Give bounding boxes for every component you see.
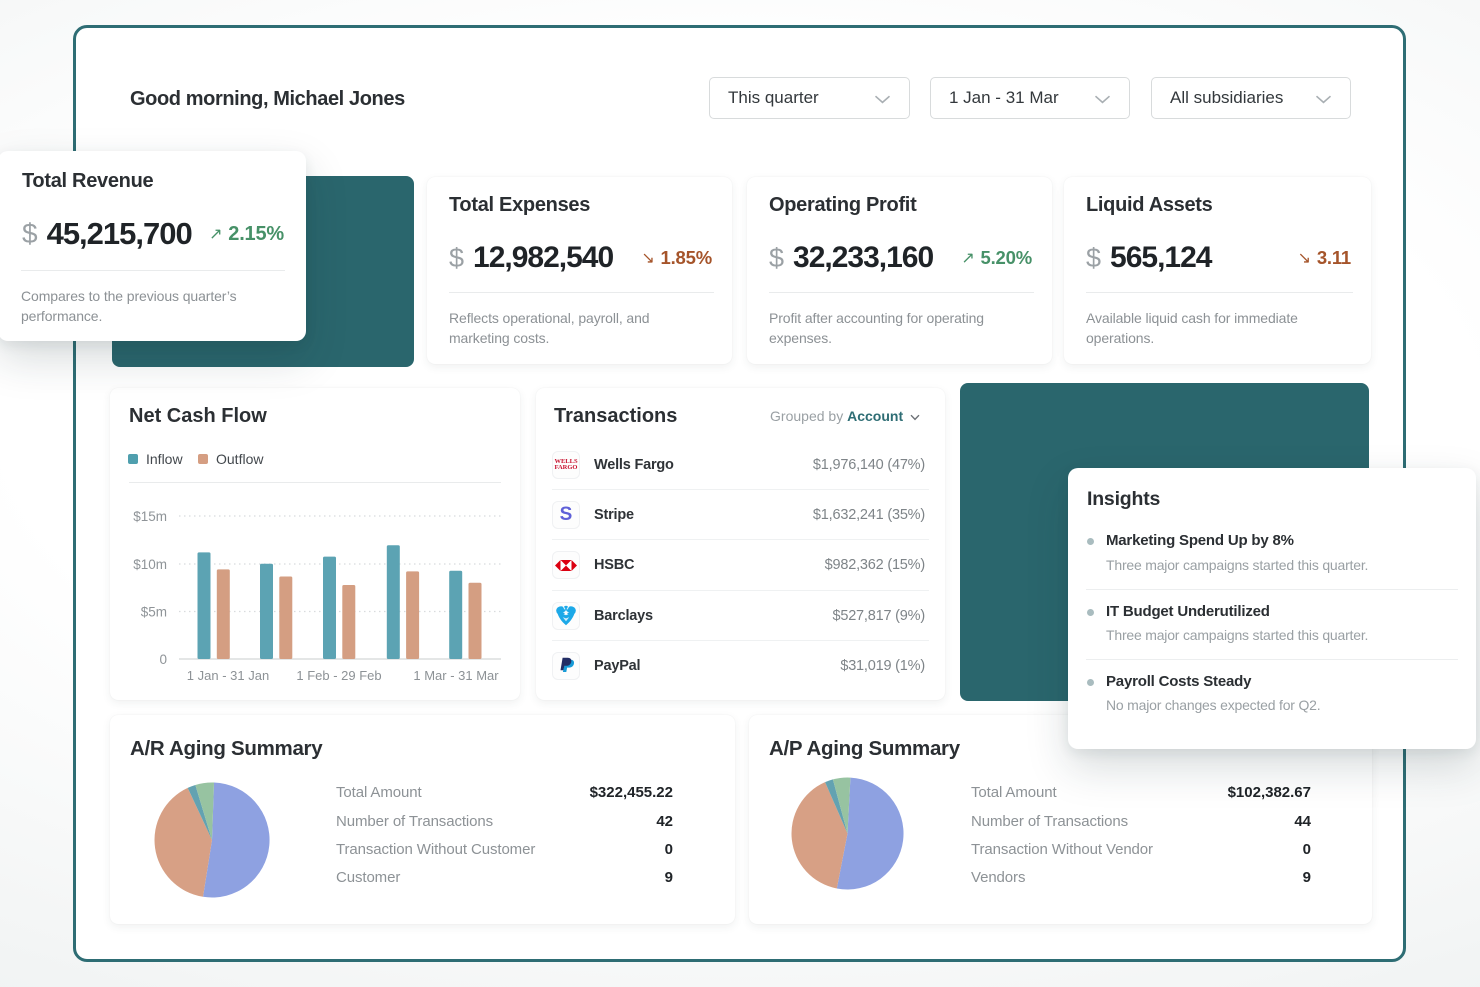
svg-text:1 Feb - 29 Feb: 1 Feb - 29 Feb [296,668,381,683]
svg-text:1 Jan - 31 Jan: 1 Jan - 31 Jan [187,668,269,683]
svg-text:$15m: $15m [133,509,167,524]
svg-text:$5m: $5m [141,605,167,620]
svg-text:$10m: $10m [133,557,167,572]
svg-text:0: 0 [159,652,167,667]
svg-text:1 Mar - 31 Mar: 1 Mar - 31 Mar [413,668,499,683]
